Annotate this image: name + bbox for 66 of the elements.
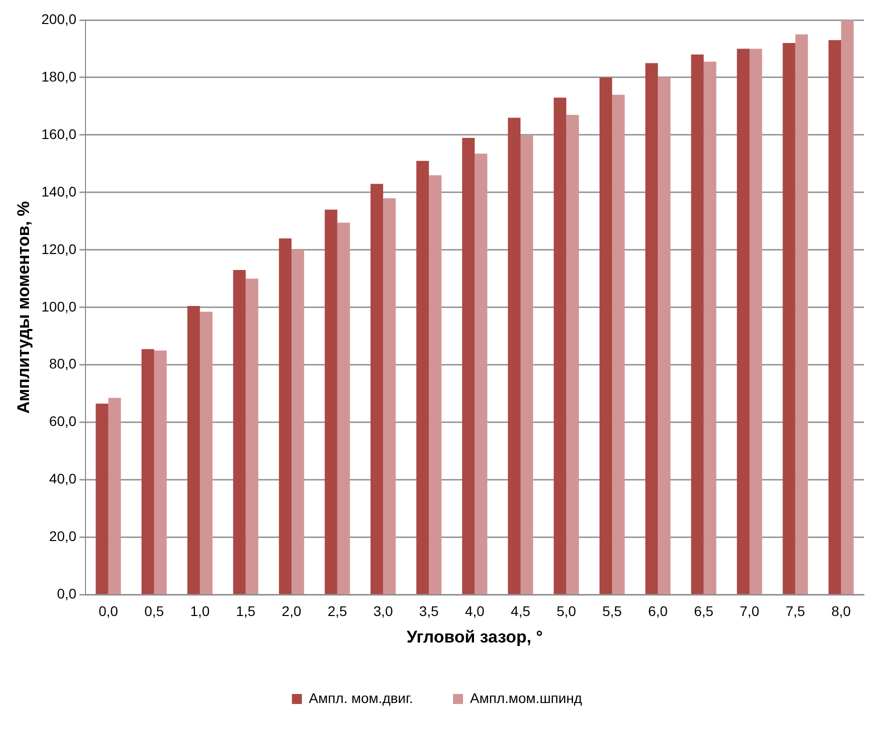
bar (428, 175, 442, 594)
bar (691, 54, 704, 594)
bar (154, 350, 167, 594)
bar (841, 20, 854, 594)
x-tick-label: 7,0 (740, 603, 760, 620)
y-tick-label: 40,0 (49, 470, 77, 487)
bar (508, 118, 521, 594)
x-tick-label: 2,5 (328, 603, 348, 620)
y-tick-label: 200,0 (41, 10, 77, 27)
bar (612, 94, 625, 594)
x-axis-title: Угловой зазор, ° (406, 627, 544, 646)
bar (566, 114, 579, 594)
bar (416, 160, 429, 594)
bar (462, 138, 475, 594)
y-axis-title: Амплитуды моментов, % (14, 201, 33, 414)
bar (704, 62, 716, 594)
bar (370, 184, 384, 594)
x-tick-label: 3,0 (373, 603, 394, 620)
bar (246, 278, 258, 594)
bar (108, 398, 121, 594)
y-tick-label: 80,0 (49, 356, 77, 372)
y-tick-label: 0,0 (56, 586, 77, 602)
bar (782, 42, 796, 594)
x-tick-label: 4,0 (464, 603, 485, 620)
bar (554, 98, 566, 594)
x-tick-label: 8,0 (831, 603, 852, 620)
bar (383, 198, 396, 594)
y-tick-label: 140,0 (41, 183, 77, 200)
x-tick-label: 7,5 (786, 603, 806, 620)
bar (278, 238, 292, 594)
bar (474, 154, 488, 594)
legend-label: Ампл.мом.шпинд (470, 690, 582, 706)
bar (600, 77, 612, 594)
x-tick-label: 5,5 (602, 603, 622, 620)
bar (142, 349, 154, 594)
bar (828, 40, 842, 594)
bar (292, 250, 304, 594)
bar (324, 210, 338, 594)
x-tick-label: 6,0 (648, 603, 668, 620)
x-tick-label: 3,5 (419, 603, 439, 620)
x-tick-label: 5,0 (556, 603, 576, 620)
x-tick-label: 0,0 (98, 603, 118, 620)
bar (658, 77, 671, 594)
x-tick-label: 4,5 (510, 603, 530, 620)
bar (645, 63, 658, 594)
y-tick-label: 160,0 (41, 126, 77, 142)
x-tick-label: 1,0 (190, 603, 210, 620)
y-tick-label: 120,0 (41, 240, 77, 257)
bar (200, 312, 213, 594)
legend-label: Ампл. мом.двиг. (308, 690, 414, 706)
bar (233, 270, 246, 594)
x-tick-label: 6,5 (694, 603, 714, 620)
x-tick-label: 1,5 (236, 603, 256, 620)
x-tick-label: 2,0 (282, 603, 302, 620)
bar (187, 306, 200, 594)
bar (96, 404, 108, 594)
bar (520, 134, 534, 594)
bar (736, 48, 750, 594)
y-tick-label: 60,0 (49, 413, 77, 430)
bar (750, 48, 762, 594)
bar (337, 222, 350, 594)
bar (795, 34, 808, 594)
y-tick-label: 180,0 (41, 68, 77, 84)
x-tick-label: 0,5 (144, 603, 164, 620)
y-tick-label: 20,0 (49, 528, 77, 544)
y-tick-label: 100,0 (41, 298, 77, 314)
